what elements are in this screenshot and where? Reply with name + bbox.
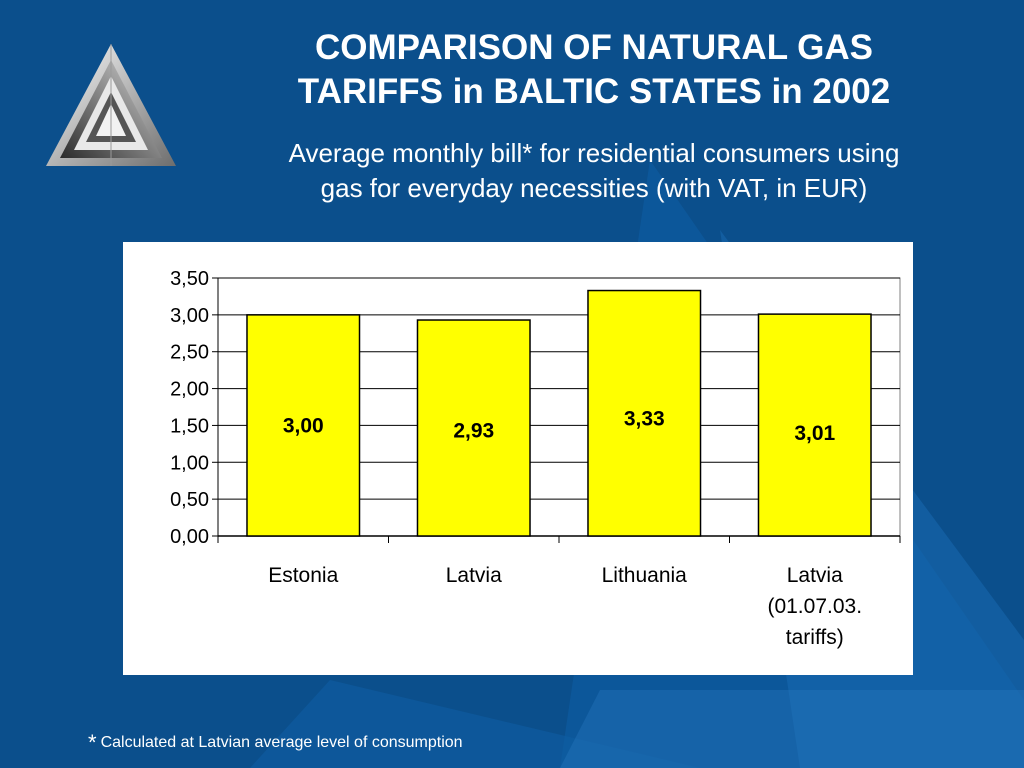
x-category-label: (01.07.03. (767, 595, 862, 618)
data-label: 3,01 (794, 422, 835, 445)
y-tick-label: 0,50 (170, 489, 209, 511)
bar-chart-panel: 0,00 0,50 1,00 1,50 2,00 2,50 3,00 3,50 3,00 Esto… (123, 242, 913, 675)
bar (757, 313, 872, 537)
footnote-asterisk: * (88, 730, 97, 755)
slide-title-line: TARIFFS in BALTIC STATES in 2002 (297, 72, 891, 111)
y-tick-label: 2,00 (170, 379, 209, 401)
bar (416, 319, 531, 537)
x-category-label: Lithuania (602, 564, 688, 587)
x-category-label: Latvia (446, 564, 502, 587)
y-tick-label: 3,50 (170, 268, 209, 290)
footnote: * Calculated at Latvian average level of … (88, 730, 463, 756)
y-tick-label: 1,50 (170, 415, 209, 437)
data-label: 3,00 (283, 414, 324, 437)
y-tick-label: 3,00 (170, 305, 209, 327)
bar (246, 314, 361, 537)
y-tick-label: 2,50 (170, 342, 209, 364)
y-tick-label: 0,00 (170, 526, 209, 548)
slide-title-line: COMPARISON OF NATURAL GAS (314, 28, 874, 67)
triangle-logo-icon (46, 44, 176, 166)
y-tick-label: 1,00 (170, 452, 209, 474)
slide-subtitle-line: Average monthly bill* for residential co… (288, 138, 900, 168)
x-category-label: Latvia (787, 564, 843, 587)
x-category-label: Estonia (268, 564, 338, 587)
x-category-label: tariffs) (786, 626, 844, 649)
slide-title: COMPARISON OF NATURAL GAS TARIFFS in BAL… (188, 26, 1000, 114)
slide-subtitle: Average monthly bill* for residential co… (188, 136, 1000, 206)
slide-subtitle-line: gas for everyday necessities (with VAT, … (320, 173, 868, 203)
footnote-text: Calculated at Latvian average level of c… (100, 734, 463, 751)
bar (587, 289, 702, 537)
bar-chart: 0,00 0,50 1,00 1,50 2,00 2,50 3,00 3,50 3,00 Esto… (170, 268, 901, 649)
data-label: 3,33 (624, 408, 665, 431)
data-label: 2,93 (453, 420, 494, 443)
